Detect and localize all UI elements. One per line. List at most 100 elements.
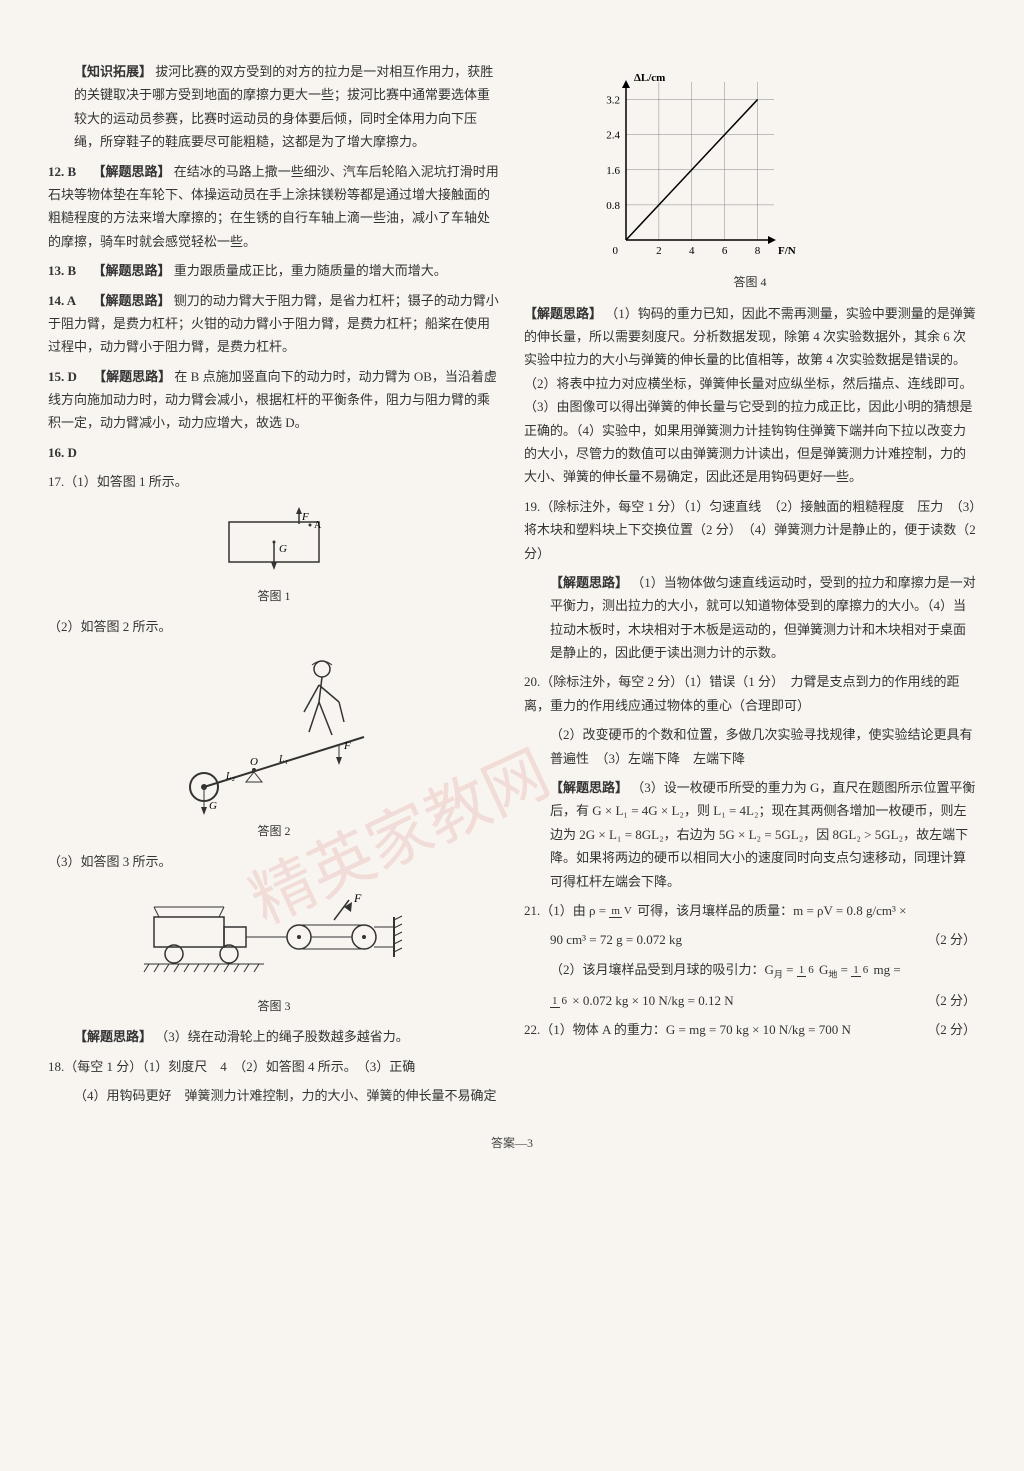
item-14: 14. A 【解题思路】 铡刀的动力臂大于阻力臂，是省力杠杆；镊子的动力臂小于阻… (48, 289, 500, 359)
label-20: 【解题思路】 (550, 780, 628, 795)
item-17-1: 17.（1）如答图 1 所示。 (48, 470, 500, 493)
a21-1b: 可得，该月壤样品的质量：m = ρV = 0.8 g/cm³ × (637, 903, 906, 918)
svg-text:0.8: 0.8 (606, 200, 620, 212)
a21-2-score: （2 分） (927, 989, 976, 1012)
sub-moon: 月 (774, 969, 783, 979)
text-20: （3）设一枚硬币所受的重力为 G，直尺在题图所示位置平衡后，有 G × L₁ =… (550, 780, 975, 889)
label-12: 【解题思路】 (92, 164, 170, 179)
fig4-cap: 答图 4 (524, 272, 976, 294)
svg-text:G: G (209, 800, 217, 812)
page-footer: 答案—3 (48, 1133, 976, 1155)
fig2-cap: 答图 2 (48, 821, 500, 843)
a21-2b: = (786, 962, 797, 977)
item-12: 12. B 【解题思路】 在结冰的马路上撒一些细沙、汽车后轮陷入泥坑打滑时用石块… (48, 160, 500, 254)
svg-text:F/N: F/N (778, 245, 796, 257)
page-content: 【知识拓展】 拔河比赛的双方受到的对方的拉力是一对相互作用力，获胜的关键取决于哪… (48, 60, 976, 1113)
item-21-1c: 90 cm³ = 72 g = 0.072 kg （2 分） (524, 928, 976, 951)
fig1-box: F A G 答图 1 (48, 502, 500, 608)
fig3-cap: 答图 3 (48, 996, 500, 1018)
frac-16b: 16 (851, 965, 870, 976)
svg-text:6: 6 (722, 245, 728, 257)
svg-text:A: A (314, 520, 322, 531)
item-19: 19.（除标注外，每空 1 分）（1）匀速直线 （2）接触面的粗糙程度 压力 （… (524, 495, 976, 565)
item-15: 15. D 【解题思路】 在 B 点施加竖直向下的动力时，动力臂为 OB，当沿着… (48, 365, 500, 435)
a21-2a: （2）该月壤样品受到月球的吸引力：G (550, 962, 774, 977)
num-14: 14. A (48, 293, 76, 308)
text-18: （1）钩码的重力已知，因此不需再测量，实验中要测量的是弹簧的伸长量，所以需要刻度… (524, 306, 976, 485)
frac-m: m (609, 905, 622, 918)
svg-text:L₁: L₁ (278, 754, 288, 765)
a21-1a: 21.（1）由 ρ = (524, 903, 609, 918)
fig2-box: O G L₂ L₁ F 答图 2 (48, 647, 500, 843)
item-16: 16. D (48, 441, 500, 464)
text-17-3: （3）绕在动滑轮上的绳子股数越多越省力。 (155, 1029, 409, 1044)
a21-2d: = (841, 962, 852, 977)
item-17-3-exp: 【解题思路】 （3）绕在动滑轮上的绳子股数越多越省力。 (48, 1025, 500, 1048)
fig1-cap: 答图 1 (48, 586, 500, 608)
svg-text:2: 2 (656, 245, 662, 257)
num-12: 12. B (48, 164, 76, 179)
fig1-svg: F A G (194, 502, 354, 582)
item-18-exp: 【解题思路】 （1）钩码的重力已知，因此不需再测量，实验中要测量的是弹簧的伸长量… (524, 302, 976, 489)
item-18-2: （4）用钩码更好 弹簧测力计难控制，力的大小、弹簧的伸长量不易确定 (48, 1084, 500, 1107)
chart-svg: 24680.81.62.43.20ΔL/cmF/N (584, 68, 804, 268)
left-column: 【知识拓展】 拔河比赛的双方受到的对方的拉力是一对相互作用力，获胜的关键取决于哪… (48, 60, 500, 1113)
label-18: 【解题思路】 (524, 306, 602, 321)
label-19: 【解题思路】 (550, 575, 628, 590)
svg-text:O: O (250, 756, 258, 768)
frac-6a: 6 (806, 964, 816, 976)
label-13: 【解题思路】 (92, 263, 170, 278)
item-22: 22.（1）物体 A 的重力：G = mg = 70 kg × 10 N/kg … (524, 1018, 976, 1041)
label-14: 【解题思路】 (92, 293, 170, 308)
item-20-2: （2）改变硬币的个数和位置，多做几次实验寻找规律，使实验结论更具有普遍性 （3）… (524, 723, 976, 770)
item-20-1: 20.（除标注外，每空 2 分）（1）错误（1 分） 力臂是支点到力的作用线的距… (524, 670, 976, 717)
svg-text:F: F (343, 740, 351, 752)
num-16: 16. D (48, 445, 77, 460)
svg-text:4: 4 (689, 245, 695, 257)
frac-mv: mV (609, 906, 634, 917)
item-13: 13. B 【解题思路】 重力跟质量成正比，重力随质量的增大而增大。 (48, 259, 500, 282)
item-21-2: （2）该月壤样品受到月球的吸引力：G月 = 16 G地 = 16 mg = (524, 958, 976, 983)
label-15: 【解题思路】 (93, 369, 171, 384)
frac-1a: 1 (797, 964, 807, 977)
svg-text:ΔL/cm: ΔL/cm (634, 72, 665, 84)
a21-1c: 90 cm³ = 72 g = 0.072 kg (550, 932, 682, 947)
fig4-chart: 24680.81.62.43.20ΔL/cmF/N 答图 4 (524, 68, 976, 294)
frac-V: V (622, 905, 634, 917)
svg-text:0: 0 (613, 245, 619, 257)
a21-2e: mg = (874, 962, 901, 977)
svg-text:F: F (301, 511, 309, 523)
text-13: 重力跟质量成正比，重力随质量的增大而增大。 (174, 263, 447, 278)
item-21-1: 21.（1）由 ρ = mV 可得，该月壤样品的质量：m = ρV = 0.8 … (524, 899, 976, 922)
item-21-2f: 16 × 0.072 kg × 10 N/kg = 0.12 N （2 分） (524, 989, 976, 1012)
svg-text:3.2: 3.2 (606, 95, 620, 107)
svg-text:L₂: L₂ (225, 771, 236, 782)
svg-text:8: 8 (755, 245, 761, 257)
frac-16a: 16 (797, 965, 816, 976)
svg-text:G: G (279, 543, 287, 555)
a21-2f: × 0.072 kg × 10 N/kg = 0.12 N (572, 993, 733, 1008)
item-17-3: （3）如答图 3 所示。 (48, 850, 500, 873)
frac-6c: 6 (560, 995, 570, 1007)
a21-1-score: （2 分） (927, 928, 976, 951)
item-19-exp: 【解题思路】 （1）当物体做匀速直线运动时，受到的拉力和摩擦力是一对平衡力，测出… (524, 571, 976, 665)
frac-16c: 16 (550, 996, 569, 1007)
sub-earth: 地 (828, 969, 837, 979)
a22-score: （2 分） (927, 1018, 976, 1041)
right-column: 24680.81.62.43.20ΔL/cmF/N 答图 4 【解题思路】 （1… (524, 60, 976, 1113)
frac-1c: 1 (550, 995, 560, 1008)
fig2-svg: O G L₂ L₁ F (164, 647, 384, 817)
svg-text:2.4: 2.4 (606, 130, 620, 142)
item-17-2: （2）如答图 2 所示。 (48, 615, 500, 638)
a22-text: 22.（1）物体 A 的重力：G = mg = 70 kg × 10 N/kg … (524, 1022, 851, 1037)
label-17-3: 【解题思路】 (74, 1029, 152, 1044)
fig3-svg: F (134, 882, 414, 992)
frac-6b: 6 (861, 964, 871, 976)
fig3-box: F 答图 3 (48, 882, 500, 1018)
num-15: 15. D (48, 369, 77, 384)
item-20-exp: 【解题思路】 （3）设一枚硬币所受的重力为 G，直尺在题图所示位置平衡后，有 G… (524, 776, 976, 893)
frac-1b: 1 (851, 964, 861, 977)
num-13: 13. B (48, 263, 76, 278)
item-11-ext: 【知识拓展】 拔河比赛的双方受到的对方的拉力是一对相互作用力，获胜的关键取决于哪… (48, 60, 500, 154)
svg-text:F: F (353, 891, 362, 905)
